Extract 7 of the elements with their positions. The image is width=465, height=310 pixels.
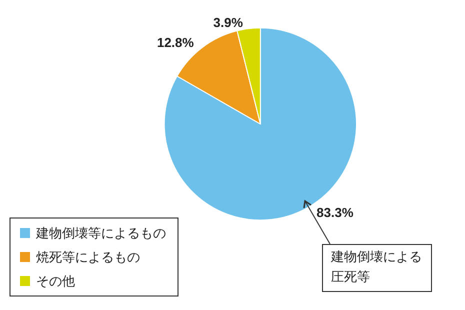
legend-label: 建物倒壊等によるもの (35, 226, 166, 240)
legend-label: 焼死等によるもの (36, 250, 140, 264)
data-label: 83.3% (316, 204, 354, 220)
legend-label: その他 (36, 274, 75, 288)
data-label: 12.8% (156, 35, 194, 50)
data-label: 3.9% (213, 15, 244, 30)
text: 建物倒壊による圧死等 (322, 244, 432, 292)
